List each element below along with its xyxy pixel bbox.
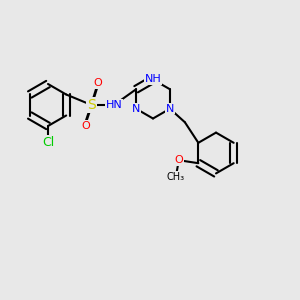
Text: Cl: Cl [42, 136, 54, 149]
Text: NH: NH [145, 74, 161, 85]
Text: O: O [81, 121, 90, 131]
Text: HN: HN [106, 100, 122, 110]
Text: O: O [175, 155, 183, 165]
Text: S: S [87, 98, 96, 112]
Text: O: O [93, 78, 102, 88]
Text: N: N [166, 104, 174, 114]
Text: CH₃: CH₃ [167, 172, 185, 182]
Text: N: N [132, 104, 140, 114]
